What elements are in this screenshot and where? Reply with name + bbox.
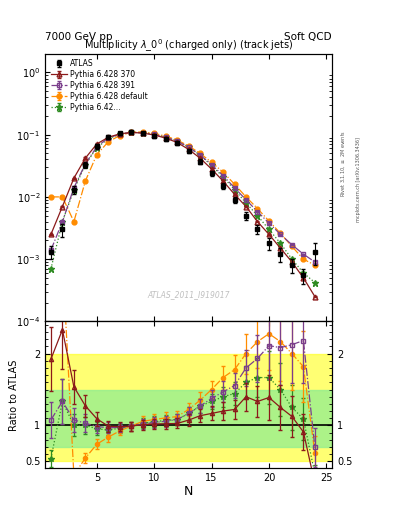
Bar [45,354,332,461]
Bar [45,390,332,447]
Text: Soft QCD: Soft QCD [285,32,332,42]
Text: ATLAS_2011_I919017: ATLAS_2011_I919017 [147,290,230,299]
Text: Rivet 3.1.10, $\geq$ 2M events: Rivet 3.1.10, $\geq$ 2M events [340,130,347,198]
Y-axis label: Ratio to ATLAS: Ratio to ATLAS [9,359,19,431]
Title: Multiplicity $\lambda\_0^0$ (charged only) (track jets): Multiplicity $\lambda\_0^0$ (charged onl… [84,37,294,54]
X-axis label: N: N [184,485,193,498]
Text: 7000 GeV pp: 7000 GeV pp [45,32,113,42]
Legend: ATLAS, Pythia 6.428 370, Pythia 6.428 391, Pythia 6.428 default, Pythia 6.42...: ATLAS, Pythia 6.428 370, Pythia 6.428 39… [49,57,150,113]
Text: mcplots.cern.ch [arXiv:1306.3436]: mcplots.cern.ch [arXiv:1306.3436] [356,137,361,222]
